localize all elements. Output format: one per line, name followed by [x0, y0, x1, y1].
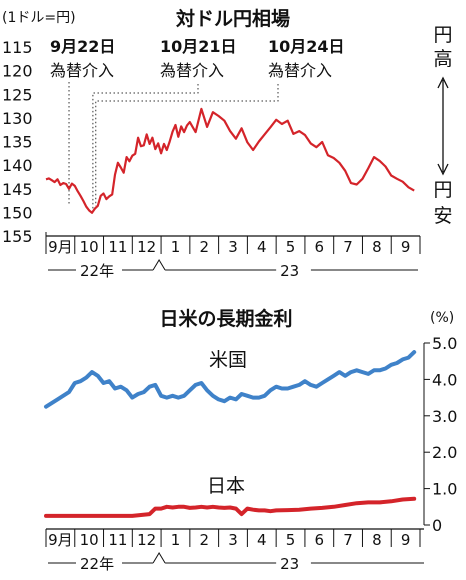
- fx-month-label: 9: [401, 238, 411, 256]
- fx-y-tick-label: 125: [2, 85, 33, 104]
- fx-month-label: 10: [80, 238, 99, 256]
- fx-y-tick-label: 115: [2, 38, 33, 57]
- fx-annotation-text: 為替介入: [160, 61, 224, 80]
- fx-month-label: 9月: [48, 238, 73, 256]
- fx-year-label: 22年: [80, 262, 114, 280]
- rates-chart-title: 日米の長期金利: [159, 307, 292, 330]
- fx-right-top-label-1: 円: [433, 24, 452, 46]
- fx-annotation-leader: [92, 84, 199, 214]
- rates-month-label: 10: [80, 531, 99, 549]
- rates-month-label: 7: [343, 531, 353, 549]
- rates-year-label: 23: [280, 555, 299, 573]
- fx-annotation-text: 為替介入: [268, 61, 332, 80]
- fx-annotation-date: 10月21日: [160, 37, 237, 56]
- fx-month-label: 1: [171, 238, 181, 256]
- fx-annotation-leader: [95, 84, 279, 206]
- rates-unit-label: (%): [430, 310, 454, 326]
- rates-month-label: 5: [286, 531, 296, 549]
- fx-y-tick-label: 140: [2, 156, 33, 175]
- fx-month-label: 7: [343, 238, 353, 256]
- rates-y-tick-label: 1.0: [432, 480, 457, 499]
- us-series-label: 米国: [209, 349, 247, 371]
- rates-month-label: 3: [228, 531, 238, 549]
- rates-month-label: 1: [171, 531, 181, 549]
- rates-month-label: 6: [315, 531, 325, 549]
- rates-month-label: 4: [257, 531, 267, 549]
- fx-month-label: 8: [372, 238, 382, 256]
- fx-right-arrow-down: [437, 163, 449, 176]
- japan-series-label: 日本: [207, 475, 245, 497]
- fx-month-label: 11: [108, 238, 127, 256]
- rates-y-tick-label: 0: [432, 516, 442, 535]
- fx-y-tick-label: 120: [2, 62, 33, 81]
- fx-month-label: 4: [257, 238, 267, 256]
- us-yield-line: [44, 350, 417, 409]
- fx-y-tick-label: 145: [2, 180, 33, 199]
- fx-right-bottom-label-1: 円: [433, 179, 452, 201]
- rates-year-divider: [152, 552, 166, 564]
- rates-y-tick-label: 4.0: [432, 370, 457, 389]
- fx-y-tick-label: 150: [2, 203, 33, 222]
- rates-y-tick-label: 5.0: [432, 334, 457, 353]
- fx-year-divider: [152, 259, 166, 271]
- rates-month-label: 9: [401, 531, 411, 549]
- fx-right-bottom-label-2: 安: [433, 205, 452, 227]
- rates-y-tick-label: 2.0: [432, 443, 457, 462]
- rates-month-label: 11: [108, 531, 127, 549]
- fx-y-tick-label: 130: [2, 109, 33, 128]
- fx-month-label: 3: [228, 238, 238, 256]
- japan-yield-line: [44, 496, 417, 518]
- fx-series-line: [45, 107, 415, 214]
- rates-month-label: 8: [372, 531, 382, 549]
- fx-y-tick-label: 135: [2, 133, 33, 152]
- rates-month-label: 9月: [48, 531, 73, 549]
- fx-annotation-date: 9月22日: [50, 37, 115, 56]
- fx-right-top-label-2: 高: [433, 48, 452, 70]
- rates-y-tick-label: 3.0: [432, 407, 457, 426]
- fx-month-label: 6: [315, 238, 325, 256]
- fx-month-label: 12: [137, 238, 156, 256]
- rates-month-label: 12: [137, 531, 156, 549]
- fx-annotation-date: 10月24日: [268, 37, 345, 56]
- fx-month-label: 5: [286, 238, 296, 256]
- fx-unit-label: (1ドル=円): [2, 10, 76, 26]
- fx-right-arrow-up: [437, 76, 449, 89]
- fx-annotation-text: 為替介入: [50, 61, 114, 80]
- fx-chart-title: 対ドル円相場: [175, 7, 290, 30]
- fx-y-tick-label: 155: [2, 227, 33, 246]
- fx-month-label: 2: [199, 238, 209, 256]
- rates-year-label: 22年: [80, 555, 114, 573]
- fx-year-label: 23: [280, 262, 299, 280]
- rates-month-label: 2: [199, 531, 209, 549]
